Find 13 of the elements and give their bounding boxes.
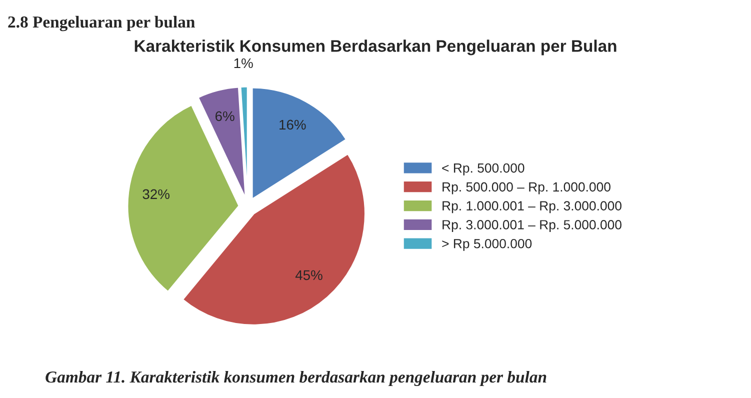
legend-label: < Rp. 500.000 xyxy=(442,163,524,176)
data-label: 45% xyxy=(295,270,322,280)
data-label: 32% xyxy=(142,189,170,200)
data-label: 16% xyxy=(280,120,306,130)
legend-label: Rp. 3.000.001 – Rp. 5.000.000 xyxy=(442,220,622,232)
legend-label: > Rp 5.000.000 xyxy=(442,238,532,251)
data-label: 6% xyxy=(215,111,234,122)
legend-label: Rp. 500.000 – Rp. 1.000.000 xyxy=(442,182,610,194)
data-label: 1% xyxy=(234,58,253,68)
chart-title: Karakteristik Konsumen Berdasarkan Pengeluaran per Bulan xyxy=(134,40,616,56)
text: 2.8 Pengeluaran per bulan xyxy=(8,16,195,32)
text: Gambar 11. Karakteristik konsumen berdasarkan pengeluaran per bulan xyxy=(46,370,546,386)
legend-label: Rp. 1.000.001 – Rp. 3.000.000 xyxy=(442,201,622,214)
